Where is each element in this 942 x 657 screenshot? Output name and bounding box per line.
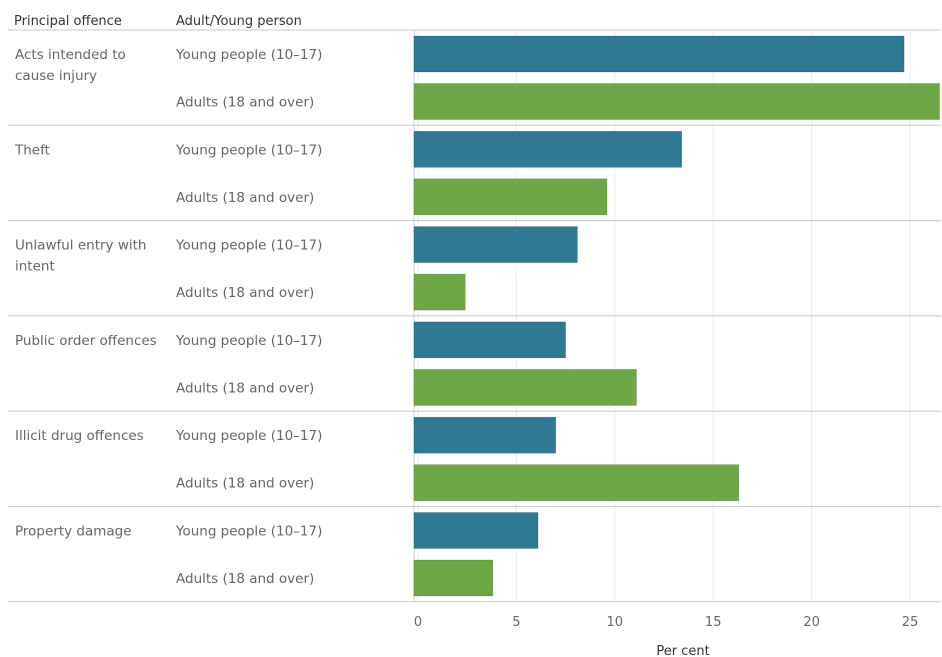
- bar-young-people: [413, 131, 683, 168]
- series-label: Adults (18 and over): [176, 95, 314, 111]
- series-label: Young people (10–17): [175, 238, 322, 254]
- bar-young-people: [413, 416, 557, 454]
- series-label: Young people (10–17): [175, 333, 322, 349]
- series-label: Adults (18 and over): [176, 285, 314, 301]
- x-tick-label: 15: [705, 615, 722, 630]
- bar-adults: [413, 83, 940, 120]
- x-tick-label: 10: [607, 615, 624, 630]
- x-tick-label: 0: [414, 615, 422, 630]
- series-label: Adults (18 and over): [176, 571, 314, 587]
- series-label: Young people (10–17): [175, 47, 322, 63]
- header-adult-young-person: Adult/Young person: [176, 14, 302, 29]
- bar-adults: [413, 369, 637, 406]
- series-label: Young people (10–17): [175, 524, 322, 540]
- series-label: Young people (10–17): [175, 428, 322, 444]
- header-principal-offence: Principal offence: [14, 14, 122, 29]
- category-label: Acts intended to cause injury: [15, 47, 126, 84]
- bar-adults: [413, 559, 494, 597]
- series-label: Adults (18 and over): [176, 476, 314, 492]
- category-label: Unlawful entry with intent: [15, 238, 146, 275]
- bar-young-people: [413, 512, 539, 549]
- category-label: Property damage: [15, 524, 132, 540]
- series-label: Adults (18 and over): [176, 190, 314, 206]
- category-label: Illicit drug offences: [15, 428, 144, 444]
- x-tick-label: 25: [902, 615, 919, 630]
- series-label: Adults (18 and over): [176, 380, 314, 396]
- category-label: Theft: [14, 142, 50, 158]
- category-label: Public order offences: [15, 333, 157, 349]
- bar-young-people: [413, 35, 905, 73]
- bar-young-people: [413, 321, 566, 359]
- x-axis-title: Per cent: [656, 644, 709, 657]
- x-tick-label: 20: [803, 615, 820, 630]
- series-label: Young people (10–17): [175, 142, 322, 158]
- bar-adults: [413, 464, 740, 502]
- bar-young-people: [413, 226, 578, 263]
- x-tick-label: 5: [512, 615, 520, 630]
- bar-adults: [413, 273, 466, 311]
- bar-adults: [413, 178, 608, 216]
